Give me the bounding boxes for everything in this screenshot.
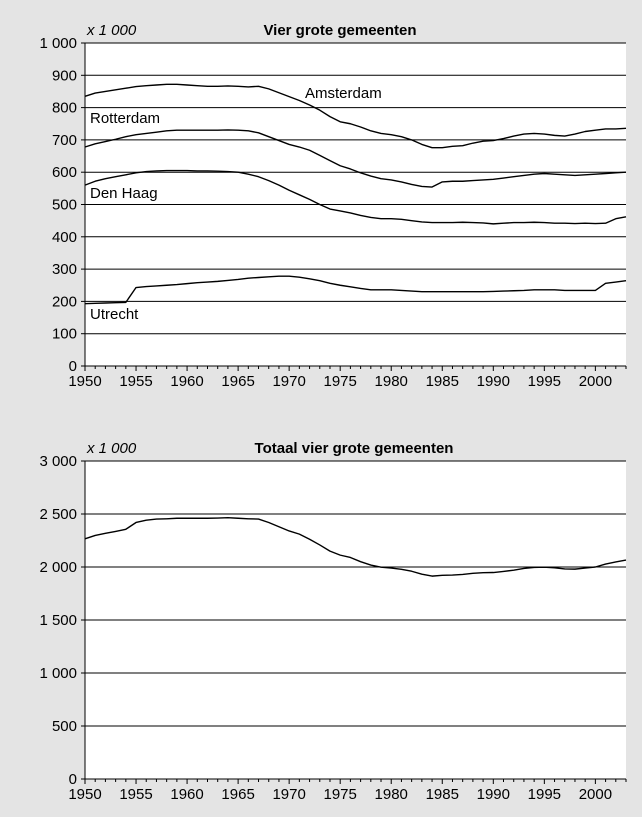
y-tick-label: 3 000 bbox=[39, 453, 77, 470]
x-tick-labels: 1950 1955 1960 1965 1970 1975 1980 1985 1990 1995… bbox=[68, 373, 612, 390]
x-tick-label: 1995 bbox=[528, 373, 561, 390]
y-tick-label: 800 bbox=[52, 100, 77, 117]
x-tick-label: 1975 bbox=[324, 786, 357, 803]
x-tick-label: 1985 bbox=[426, 373, 459, 390]
gridlines bbox=[85, 42, 626, 335]
x-tick-label: 1965 bbox=[221, 786, 254, 803]
y-tick-label: 700 bbox=[52, 132, 77, 149]
series-label-amsterdam: Amsterdam bbox=[305, 85, 382, 102]
y-tick-label: 500 bbox=[52, 197, 77, 214]
x-tick-label: 1980 bbox=[375, 786, 408, 803]
x-tick-label: 1955 bbox=[119, 373, 152, 390]
x-tick-label: 1950 bbox=[68, 786, 101, 803]
y-tick-labels: 0 500 1 000 1 500 2 000 2 500 3 000 bbox=[39, 453, 77, 788]
axes bbox=[81, 42, 627, 371]
x-tick-label: 1965 bbox=[221, 373, 254, 390]
y-tick-label: 1 500 bbox=[39, 612, 77, 629]
x-tick-label: 1950 bbox=[68, 373, 101, 390]
unit-label: x 1 000 bbox=[86, 22, 137, 39]
y-tick-label: 1 000 bbox=[39, 35, 77, 52]
series-line-amsterdam bbox=[84, 83, 627, 149]
y-tick-labels: 0 100 200 300 400 500 600 700 800 900 1 000 bbox=[39, 35, 77, 375]
x-tick-label: 1990 bbox=[477, 373, 510, 390]
x-tick-label: 1970 bbox=[272, 373, 305, 390]
series-label-den-haag: Den Haag bbox=[90, 185, 158, 202]
gridlines bbox=[85, 460, 626, 727]
x-tick-label: 2000 bbox=[579, 373, 612, 390]
y-tick-label: 2 500 bbox=[39, 506, 77, 523]
y-tick-label: 300 bbox=[52, 261, 77, 278]
unit-label: x 1 000 bbox=[86, 440, 137, 457]
x-tick-label: 1975 bbox=[324, 373, 357, 390]
y-tick-label: 100 bbox=[52, 326, 77, 343]
series-line-utrecht bbox=[84, 275, 627, 305]
series-group bbox=[84, 517, 627, 577]
x-tick-label: 2000 bbox=[579, 786, 612, 803]
x-tick-label: 1960 bbox=[170, 373, 203, 390]
y-tick-label: 600 bbox=[52, 164, 77, 181]
x-tick-label: 1955 bbox=[119, 786, 152, 803]
y-tick-label: 0 bbox=[69, 358, 77, 375]
y-tick-label: 400 bbox=[52, 229, 77, 246]
series-group bbox=[84, 83, 627, 305]
series-label-utrecht: Utrecht bbox=[90, 306, 139, 323]
x-tick-label: 1995 bbox=[528, 786, 561, 803]
x-tick-labels: 1950 1955 1960 1965 1970 1975 1980 1985 1990 1995… bbox=[68, 786, 612, 803]
series-label-rotterdam: Rotterdam bbox=[90, 110, 160, 127]
series-line-rotterdam bbox=[84, 129, 627, 188]
chart-title: Vier grote gemeenten bbox=[263, 22, 416, 39]
y-tick-label: 0 bbox=[69, 771, 77, 788]
y-tick-label: 200 bbox=[52, 293, 77, 310]
series-line-den-haag bbox=[84, 169, 627, 225]
y-tick-label: 900 bbox=[52, 67, 77, 84]
x-tick-label: 1960 bbox=[170, 786, 203, 803]
x-tick-label: 1970 bbox=[272, 786, 305, 803]
x-tick-label: 1980 bbox=[375, 373, 408, 390]
axes bbox=[81, 460, 627, 784]
x-tick-label: 1990 bbox=[477, 786, 510, 803]
series-line-total bbox=[84, 517, 627, 577]
x-tick-label: 1985 bbox=[426, 786, 459, 803]
chart-title: Totaal vier grote gemeenten bbox=[255, 440, 454, 457]
y-tick-label: 1 000 bbox=[39, 665, 77, 682]
y-tick-label: 500 bbox=[52, 718, 77, 735]
y-tick-label: 2 000 bbox=[39, 559, 77, 576]
